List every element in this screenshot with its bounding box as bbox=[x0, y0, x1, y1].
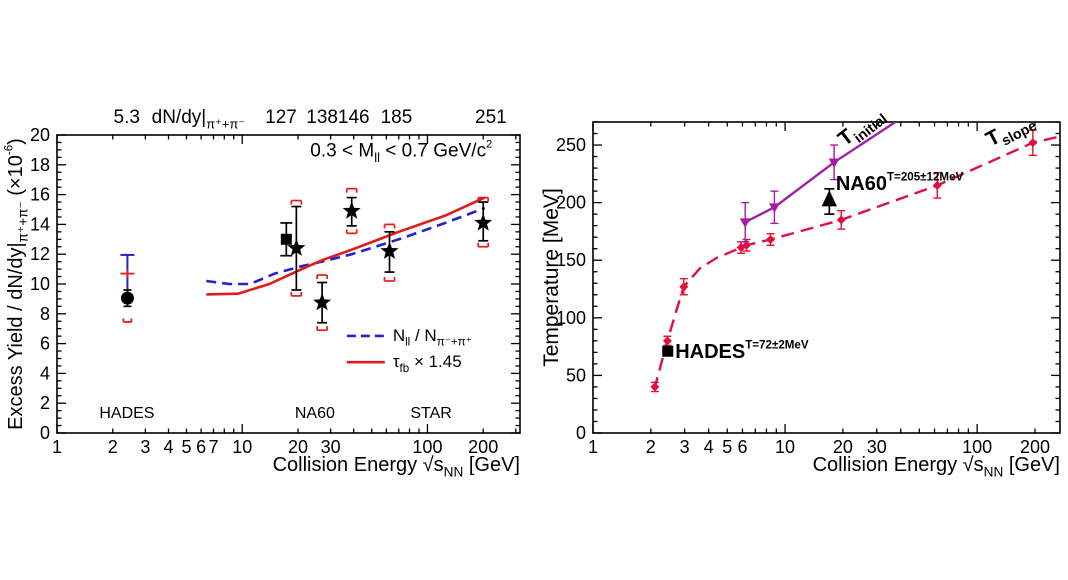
legend-entry-0: Nll / Nπ⁻+π⁺ bbox=[393, 326, 472, 349]
svg-text:12: 12 bbox=[30, 244, 50, 264]
excess-yield-plot-top-axis-labels: 5.3 127 138 146 185 251 dN/dy|π⁺+π⁻ bbox=[114, 107, 507, 131]
point-star-19 bbox=[287, 199, 306, 297]
excess-yield-plot-y-title: Excess Yield / dN/dy|π⁺+π⁻ (×10-6) bbox=[2, 138, 30, 430]
svg-text:5: 5 bbox=[181, 437, 191, 457]
series-t-slope bbox=[650, 129, 1058, 393]
point-star-39 bbox=[342, 187, 361, 235]
svg-text:2: 2 bbox=[108, 437, 118, 457]
temperature-plot-frame bbox=[592, 121, 1061, 434]
svg-text:100: 100 bbox=[412, 437, 442, 457]
excess-yield-plot-x-title: Collision Energy √sNN [GeV] bbox=[273, 454, 520, 480]
svg-text:10: 10 bbox=[30, 274, 50, 294]
svg-text:1: 1 bbox=[588, 437, 598, 457]
point-hades-square bbox=[662, 345, 674, 357]
svg-text:5: 5 bbox=[722, 437, 732, 457]
legend-entry-1: τfb × 1.45 bbox=[393, 352, 462, 375]
svg-text:1: 1 bbox=[52, 437, 62, 457]
mass-window-label: 0.3 < Mll < 0.7 GeV/c2 bbox=[310, 138, 492, 164]
svg-text:5.3: 5.3 bbox=[114, 107, 140, 128]
svg-text:4: 4 bbox=[704, 437, 714, 457]
svg-text:30: 30 bbox=[867, 437, 887, 457]
svg-text:18: 18 bbox=[30, 155, 50, 175]
excess-yield-plot-legend: Nll / Nπ⁻+π⁺ τfb × 1.45 bbox=[346, 326, 472, 375]
svg-text:3: 3 bbox=[680, 437, 690, 457]
svg-text:20: 20 bbox=[833, 437, 853, 457]
svg-text:0: 0 bbox=[40, 423, 50, 443]
svg-text:3: 3 bbox=[140, 437, 150, 457]
svg-text:20: 20 bbox=[288, 437, 308, 457]
t-initial-label: Tinitial bbox=[834, 102, 891, 155]
svg-text:150: 150 bbox=[556, 250, 586, 270]
hades-exp-label: HADES bbox=[99, 405, 154, 422]
series-tau-fb-x1.45 bbox=[206, 196, 486, 296]
svg-text:100: 100 bbox=[962, 437, 992, 457]
svg-text:250: 250 bbox=[556, 135, 586, 155]
svg-text:4: 4 bbox=[40, 363, 50, 383]
svg-text:20: 20 bbox=[30, 125, 50, 145]
svg-text:185: 185 bbox=[381, 107, 413, 128]
svg-text:10: 10 bbox=[232, 437, 252, 457]
svg-text:8: 8 bbox=[40, 304, 50, 324]
svg-text:6: 6 bbox=[737, 437, 747, 457]
svg-text:2: 2 bbox=[40, 393, 50, 413]
star-exp-label: STAR bbox=[410, 405, 451, 422]
svg-text:14: 14 bbox=[30, 214, 50, 234]
point-na60-triangle bbox=[821, 187, 837, 215]
excess-yield-plot-top-axis-title: dN/dy|π⁺+π⁻ bbox=[152, 107, 246, 131]
temperature-plot-y-axis: 0 50 100 150 200 250 Temperature [MeV] bbox=[540, 121, 1060, 443]
t-slope-label: Tslope bbox=[982, 107, 1039, 155]
svg-text:146: 146 bbox=[338, 107, 370, 128]
svg-text:2: 2 bbox=[646, 437, 656, 457]
svg-text:6: 6 bbox=[196, 437, 206, 457]
svg-text:251: 251 bbox=[475, 107, 507, 128]
svg-text:16: 16 bbox=[30, 185, 50, 205]
temperature-plot-x-title: Collision Energy √sNN [GeV] bbox=[813, 454, 1060, 480]
svg-text:10: 10 bbox=[775, 437, 795, 457]
series-t-initial bbox=[739, 122, 898, 243]
svg-text:6: 6 bbox=[40, 334, 50, 354]
svg-text:200: 200 bbox=[1020, 437, 1050, 457]
svg-text:30: 30 bbox=[321, 437, 341, 457]
point-star-200 bbox=[474, 196, 493, 248]
svg-text:0: 0 bbox=[576, 423, 586, 443]
svg-text:127: 127 bbox=[265, 107, 297, 128]
svg-text:200: 200 bbox=[468, 437, 498, 457]
svg-text:100: 100 bbox=[556, 308, 586, 328]
point-hades-circle bbox=[120, 253, 135, 323]
point-star-27 bbox=[313, 274, 332, 332]
temperature-plot-y-title: Temperature [MeV] bbox=[540, 188, 563, 367]
na60-point-label: NA60T=205±12MeV bbox=[836, 171, 964, 196]
svg-text:50: 50 bbox=[566, 365, 586, 385]
svg-text:138: 138 bbox=[306, 107, 338, 128]
series-nll-over-npi bbox=[206, 206, 486, 286]
svg-text:7: 7 bbox=[209, 437, 219, 457]
svg-text:4: 4 bbox=[164, 437, 174, 457]
hades-point-label: HADEST=72±2MeV bbox=[675, 338, 809, 363]
na60-exp-label: NA60 bbox=[295, 405, 335, 422]
svg-text:200: 200 bbox=[556, 193, 586, 213]
point-na60-square bbox=[280, 222, 293, 257]
point-star-62 bbox=[380, 223, 399, 282]
